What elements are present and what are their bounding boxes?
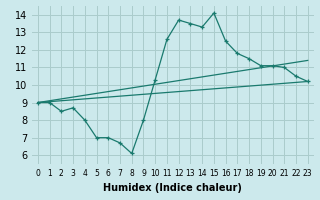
X-axis label: Humidex (Indice chaleur): Humidex (Indice chaleur) [103, 183, 242, 193]
